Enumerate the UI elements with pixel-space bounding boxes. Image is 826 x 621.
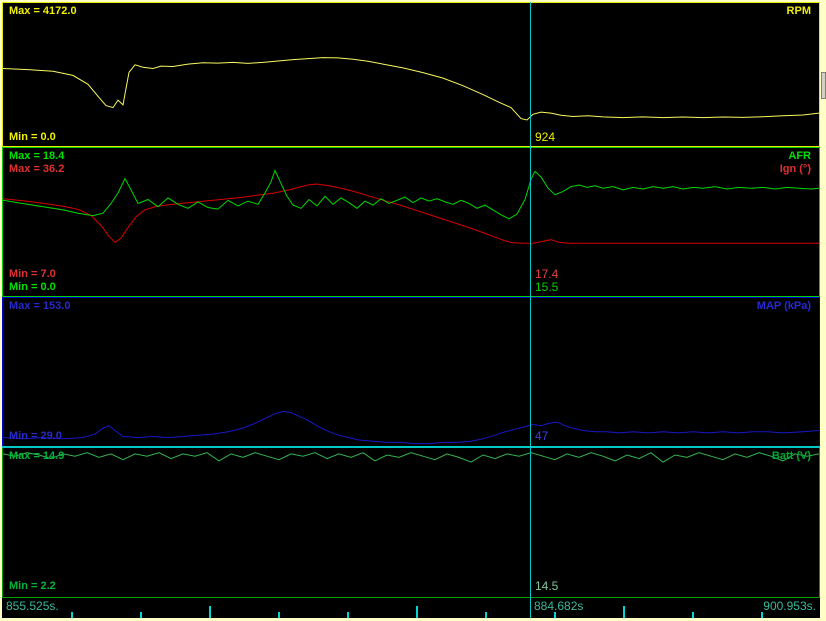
trace-map xyxy=(3,410,819,445)
time-end-label: 900.953s. xyxy=(763,599,816,613)
afr-ign-channel-label-text: Ign (°) xyxy=(779,163,811,175)
rpm-min-label-text: Min = 0.0 xyxy=(9,131,56,143)
trace-ign xyxy=(3,183,819,244)
time-tick xyxy=(692,612,694,618)
time-tick xyxy=(485,612,487,618)
time-tick xyxy=(554,612,556,618)
panel-rpm[interactable]: Max = 4172.0 RPM Min = 0.0 924 xyxy=(2,2,820,147)
map-plot xyxy=(3,410,819,445)
time-axis[interactable]: 855.525s. 884.682s 900.953s. xyxy=(2,598,820,618)
panel-afr-ign[interactable]: Max = 18.4 Max = 36.2 AFR Ign (°) Min = 7.0 M… xyxy=(2,147,820,297)
trace-batt xyxy=(3,452,819,463)
splitter-handle[interactable] xyxy=(821,72,826,99)
time-tick xyxy=(623,606,625,618)
time-start-label: 855.525s. xyxy=(6,599,59,613)
time-tick xyxy=(209,606,211,618)
rpm-cursor-value: 924 xyxy=(535,131,555,144)
afr-ign-min-label-text: Min = 0.0 xyxy=(9,281,56,293)
batt-min-label: Min = 2.2 xyxy=(9,580,56,593)
crosshair-vertical-line xyxy=(530,2,531,618)
batt-max-label: Max = 14.9 xyxy=(9,450,64,463)
time-tick xyxy=(761,612,763,618)
map-channel-label-text: MAP (kPa) xyxy=(756,300,811,312)
time-tick xyxy=(416,606,418,618)
time-tick xyxy=(140,612,142,618)
afr-ign-min-label: Min = 7.0 Min = 0.0 xyxy=(9,268,56,294)
map-max-label-text: Max = 153.0 xyxy=(9,300,71,312)
rpm-channel-label-text: RPM xyxy=(786,5,811,17)
time-tick xyxy=(71,612,73,618)
time-tick xyxy=(347,612,349,618)
afr-ign-min-label-text: Min = 7.0 xyxy=(9,268,56,280)
afr-ign-cursor-value-text: 15.5 xyxy=(535,280,559,294)
trace-afr xyxy=(3,169,819,220)
time-tick xyxy=(278,612,280,618)
rpm-max-label: Max = 4172.0 xyxy=(9,5,77,18)
batt-cursor-value-text: 14.5 xyxy=(535,579,559,593)
rpm-plot xyxy=(3,57,819,121)
batt-plot xyxy=(3,452,819,463)
panel-map[interactable]: Max = 153.0 MAP (kPa) Min = 29.0 47 xyxy=(2,297,820,447)
rpm-channel-label: RPM xyxy=(787,5,811,18)
batt-cursor-value: 14.5 xyxy=(535,580,558,593)
batt-channel-label: Batt (V) xyxy=(772,450,811,463)
afr-ign-max-label-text: Max = 36.2 xyxy=(9,163,65,175)
rpm-cursor-value-text: 924 xyxy=(535,130,556,144)
afr-ign-cursor-value: 17.4 15.5 xyxy=(535,268,558,294)
afr-ign-max-label: Max = 18.4 Max = 36.2 xyxy=(9,150,64,176)
rpm-min-label: Min = 0.0 xyxy=(9,131,56,144)
trace-rpm xyxy=(3,57,819,121)
afr-ign-channel-label-text: AFR xyxy=(788,150,811,162)
map-max-label: Max = 153.0 xyxy=(9,300,70,313)
map-min-label: Min = 29.0 xyxy=(9,430,62,443)
map-cursor-value: 47 xyxy=(535,430,548,443)
time-cursor-label: 884.682s xyxy=(534,599,584,613)
afr-ign-max-label-text: Max = 18.4 xyxy=(9,150,65,162)
batt-channel-label-text: Batt (V) xyxy=(771,450,811,462)
rpm-max-label-text: Max = 4172.0 xyxy=(9,5,77,17)
panel-batt[interactable]: Max = 14.9 Batt (V) Min = 2.2 14.5 xyxy=(2,447,820,598)
crosshair-horizontal-line xyxy=(2,446,820,448)
afr-ign-channel-label: AFR Ign (°) xyxy=(780,150,811,176)
batt-min-label-text: Min = 2.2 xyxy=(9,580,56,592)
map-channel-label: MAP (kPa) xyxy=(757,300,811,313)
batt-max-label-text: Max = 14.9 xyxy=(9,450,65,462)
map-min-label-text: Min = 29.0 xyxy=(9,430,62,442)
afr-ign-cursor-value-text: 17.4 xyxy=(535,267,559,281)
map-cursor-value-text: 47 xyxy=(535,429,549,443)
afr-ign-plot xyxy=(3,169,819,244)
